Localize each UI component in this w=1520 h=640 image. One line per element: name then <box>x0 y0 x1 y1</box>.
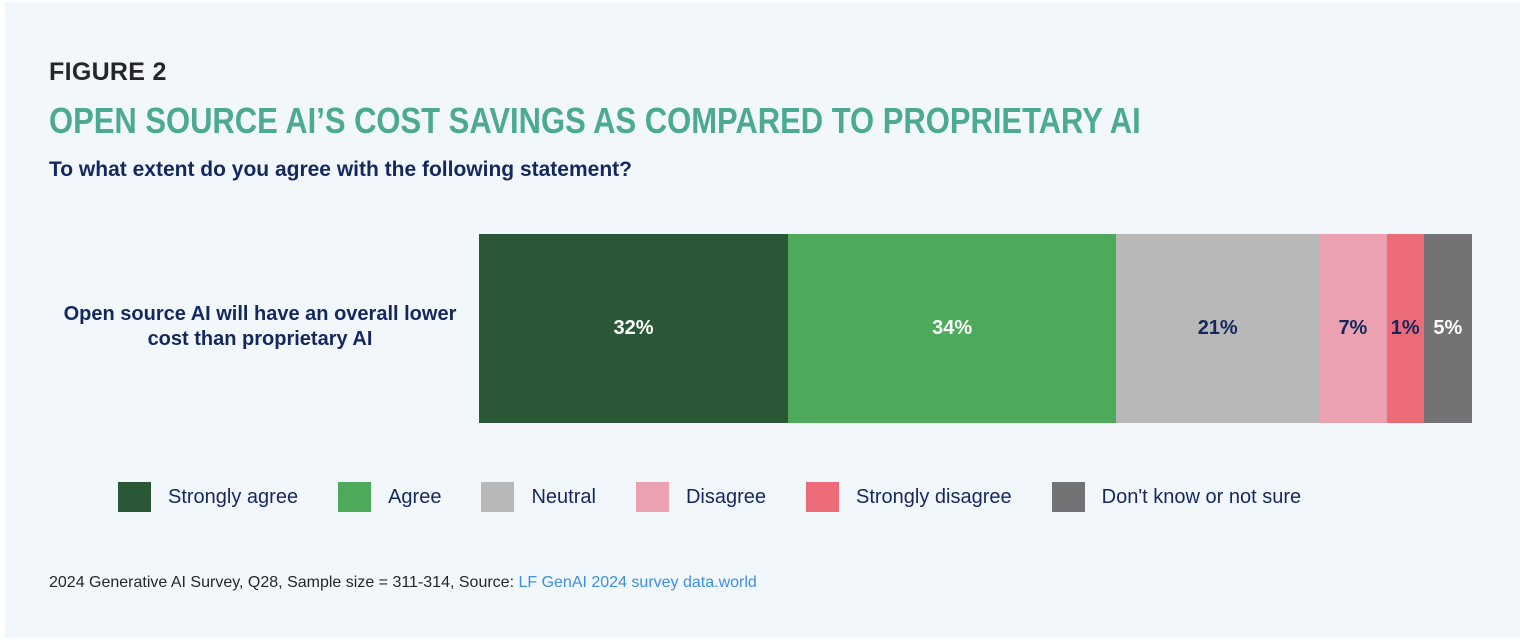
data-label: 34% <box>932 317 973 339</box>
source-link[interactable]: LF GenAI 2024 survey data.world <box>518 574 757 591</box>
data-label: 32% <box>613 317 654 339</box>
legend-swatch <box>118 482 151 512</box>
legend-item: Strongly disagree <box>805 482 1012 512</box>
figure-panel: FIGURE 2 OPEN SOURCE AI’S COST SAVINGS A… <box>5 2 1520 638</box>
bar-segment-disagree: 7% <box>1319 234 1387 423</box>
chart-title: OPEN SOURCE AI’S COST SAVINGS AS COMPARE… <box>49 100 1141 141</box>
legend-swatch <box>338 482 372 512</box>
bar-segment-agree: 34% <box>788 234 1117 423</box>
legend-swatch <box>635 482 669 512</box>
legend-item: Don't know or not sure <box>1051 482 1302 512</box>
legend-item: Disagree <box>635 482 766 512</box>
bar-segment-strongly-disagree: 1% <box>1386 234 1424 423</box>
data-label: 5% <box>1433 317 1463 339</box>
legend-label: Agree <box>388 485 442 508</box>
figure-label: FIGURE 2 <box>49 58 167 86</box>
data-label: 1% <box>1390 317 1420 339</box>
bar-segment-don-t-know-or-not-sure: 5% <box>1423 234 1472 423</box>
chart-subtitle: To what extent do you agree with the fol… <box>49 158 632 181</box>
source-note: 2024 Generative AI Survey, Q28, Sample s… <box>49 574 757 592</box>
legend-swatch <box>1051 482 1085 512</box>
legend-label: Neutral <box>531 485 596 508</box>
legend-label: Disagree <box>685 485 766 508</box>
data-label: 7% <box>1338 317 1368 339</box>
legend-swatch <box>805 482 839 512</box>
bar-segment-strongly-agree: 32% <box>479 234 788 423</box>
legend-item: Strongly agree <box>118 482 298 512</box>
category-label: Open source AI will have an overall lowe… <box>63 303 457 350</box>
legend-label: Strongly disagree <box>855 485 1012 508</box>
legend-label: Strongly agree <box>168 485 299 508</box>
legend-swatch <box>481 482 515 512</box>
legend-label: Don't know or not sure <box>1101 485 1302 508</box>
source-text: 2024 Generative AI Survey, Q28, Sample s… <box>49 574 519 591</box>
legend: Strongly agree Agree Neutral Disagree Strong… <box>118 482 1341 512</box>
legend-item: Neutral <box>481 482 596 512</box>
legend-item: Agree <box>338 482 441 512</box>
stacked-bar: 32% 34% 21% 7% 1% 5% <box>479 234 1472 423</box>
bar-segment-neutral: 21% <box>1116 234 1320 423</box>
data-label: 21% <box>1197 317 1238 339</box>
